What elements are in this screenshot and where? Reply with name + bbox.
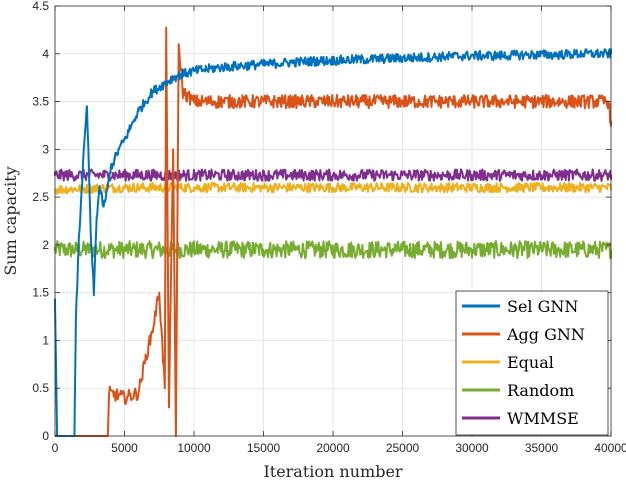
y-axis-title: Sum capacity <box>1 166 20 275</box>
y-tick-label: 3 <box>42 142 49 156</box>
series-line-sel-gnn <box>54 48 612 437</box>
y-tick-label: 0 <box>42 429 49 443</box>
y-tick-label: 1.5 <box>32 286 49 300</box>
legend-label-wmmse: WMMSE <box>507 409 579 428</box>
y-tick-label: 2.5 <box>32 190 49 204</box>
series-line-random <box>54 240 612 260</box>
x-tick-label: 25000 <box>386 441 420 455</box>
series-line-equal <box>54 181 612 195</box>
x-tick-label: 10000 <box>177 441 211 455</box>
y-tick-label: 0.5 <box>32 381 49 395</box>
x-tick-label: 0 <box>52 441 59 455</box>
x-tick-label: 15000 <box>247 441 281 455</box>
x-axis-title: Iteration number <box>263 462 402 480</box>
x-tick-label: 40000 <box>594 441 626 455</box>
legend-label-sel-gnn: Sel GNN <box>507 297 578 316</box>
legend-label-random: Random <box>507 381 574 400</box>
y-tick-label: 4 <box>42 47 49 61</box>
legend-label-equal: Equal <box>507 353 554 372</box>
series-lines <box>54 26 612 437</box>
y-tick-label: 2 <box>42 238 49 252</box>
x-tick-label: 20000 <box>316 441 350 455</box>
x-tick-label: 5000 <box>111 441 138 455</box>
series-line-agg-gnn <box>54 26 612 437</box>
y-tick-label: 3.5 <box>32 95 49 109</box>
x-tick-label: 35000 <box>525 441 559 455</box>
ticks: 0 5000 10000 15000 20000 25000 30000 35000 40000… <box>32 0 626 455</box>
y-tick-label: 1 <box>42 333 49 347</box>
series-line-wmmse <box>54 168 612 182</box>
legend: Sel GNN Agg GNN Equal Random WMMSE <box>455 290 609 436</box>
y-tick-label: 4.5 <box>32 0 49 13</box>
x-tick-label: 30000 <box>455 441 489 455</box>
legend-label-agg-gnn: Agg GNN <box>506 325 585 344</box>
